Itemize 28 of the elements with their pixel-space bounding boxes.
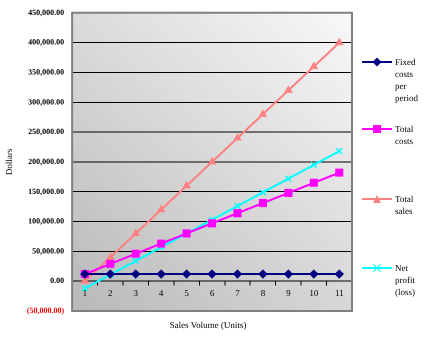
y-tick-label: 0.00 [50, 276, 64, 286]
x-tick-label: 10 [309, 288, 319, 298]
y-tick-label: 50,000.00 [32, 246, 64, 256]
y-tick-label: 150,000.00 [28, 186, 64, 196]
y-tick-label: 400,000.00 [28, 38, 64, 47]
x-tick-label: 8 [260, 288, 266, 298]
x-tick-label: 2 [108, 288, 113, 298]
legend-label: Total costs [395, 123, 414, 147]
legend-label: Net profit (loss) [395, 262, 416, 298]
x-tick-label: 4 [158, 288, 164, 298]
y-tick-label: 350,000.00 [28, 68, 64, 77]
x-tick-label: 7 [235, 288, 240, 298]
y-tick-label: 250,000.00 [28, 127, 64, 136]
y-tick-label: 300,000.00 [28, 97, 64, 106]
x-tick-label: 1 [82, 288, 88, 298]
y-tick-label: 450,000.00 [28, 8, 64, 17]
y-tick-label: 100,000.00 [28, 216, 64, 226]
legend-label: Fixed costs per period [395, 56, 419, 104]
x-axis-title: Sales Volume (Units) [168, 320, 248, 330]
x-tick-label: 5 [184, 288, 190, 298]
y-tick-label: (50,000.00) [26, 306, 64, 316]
x-tick-label: 9 [286, 288, 292, 298]
y-axis-title: Dollars [4, 148, 14, 176]
x-tick-label: 6 [210, 288, 215, 298]
legend-label: Total sales [395, 193, 414, 217]
x-tick-label: 11 [334, 288, 344, 298]
y-tick-label: 200,000.00 [28, 156, 64, 166]
x-tick-label: 3 [133, 288, 138, 298]
